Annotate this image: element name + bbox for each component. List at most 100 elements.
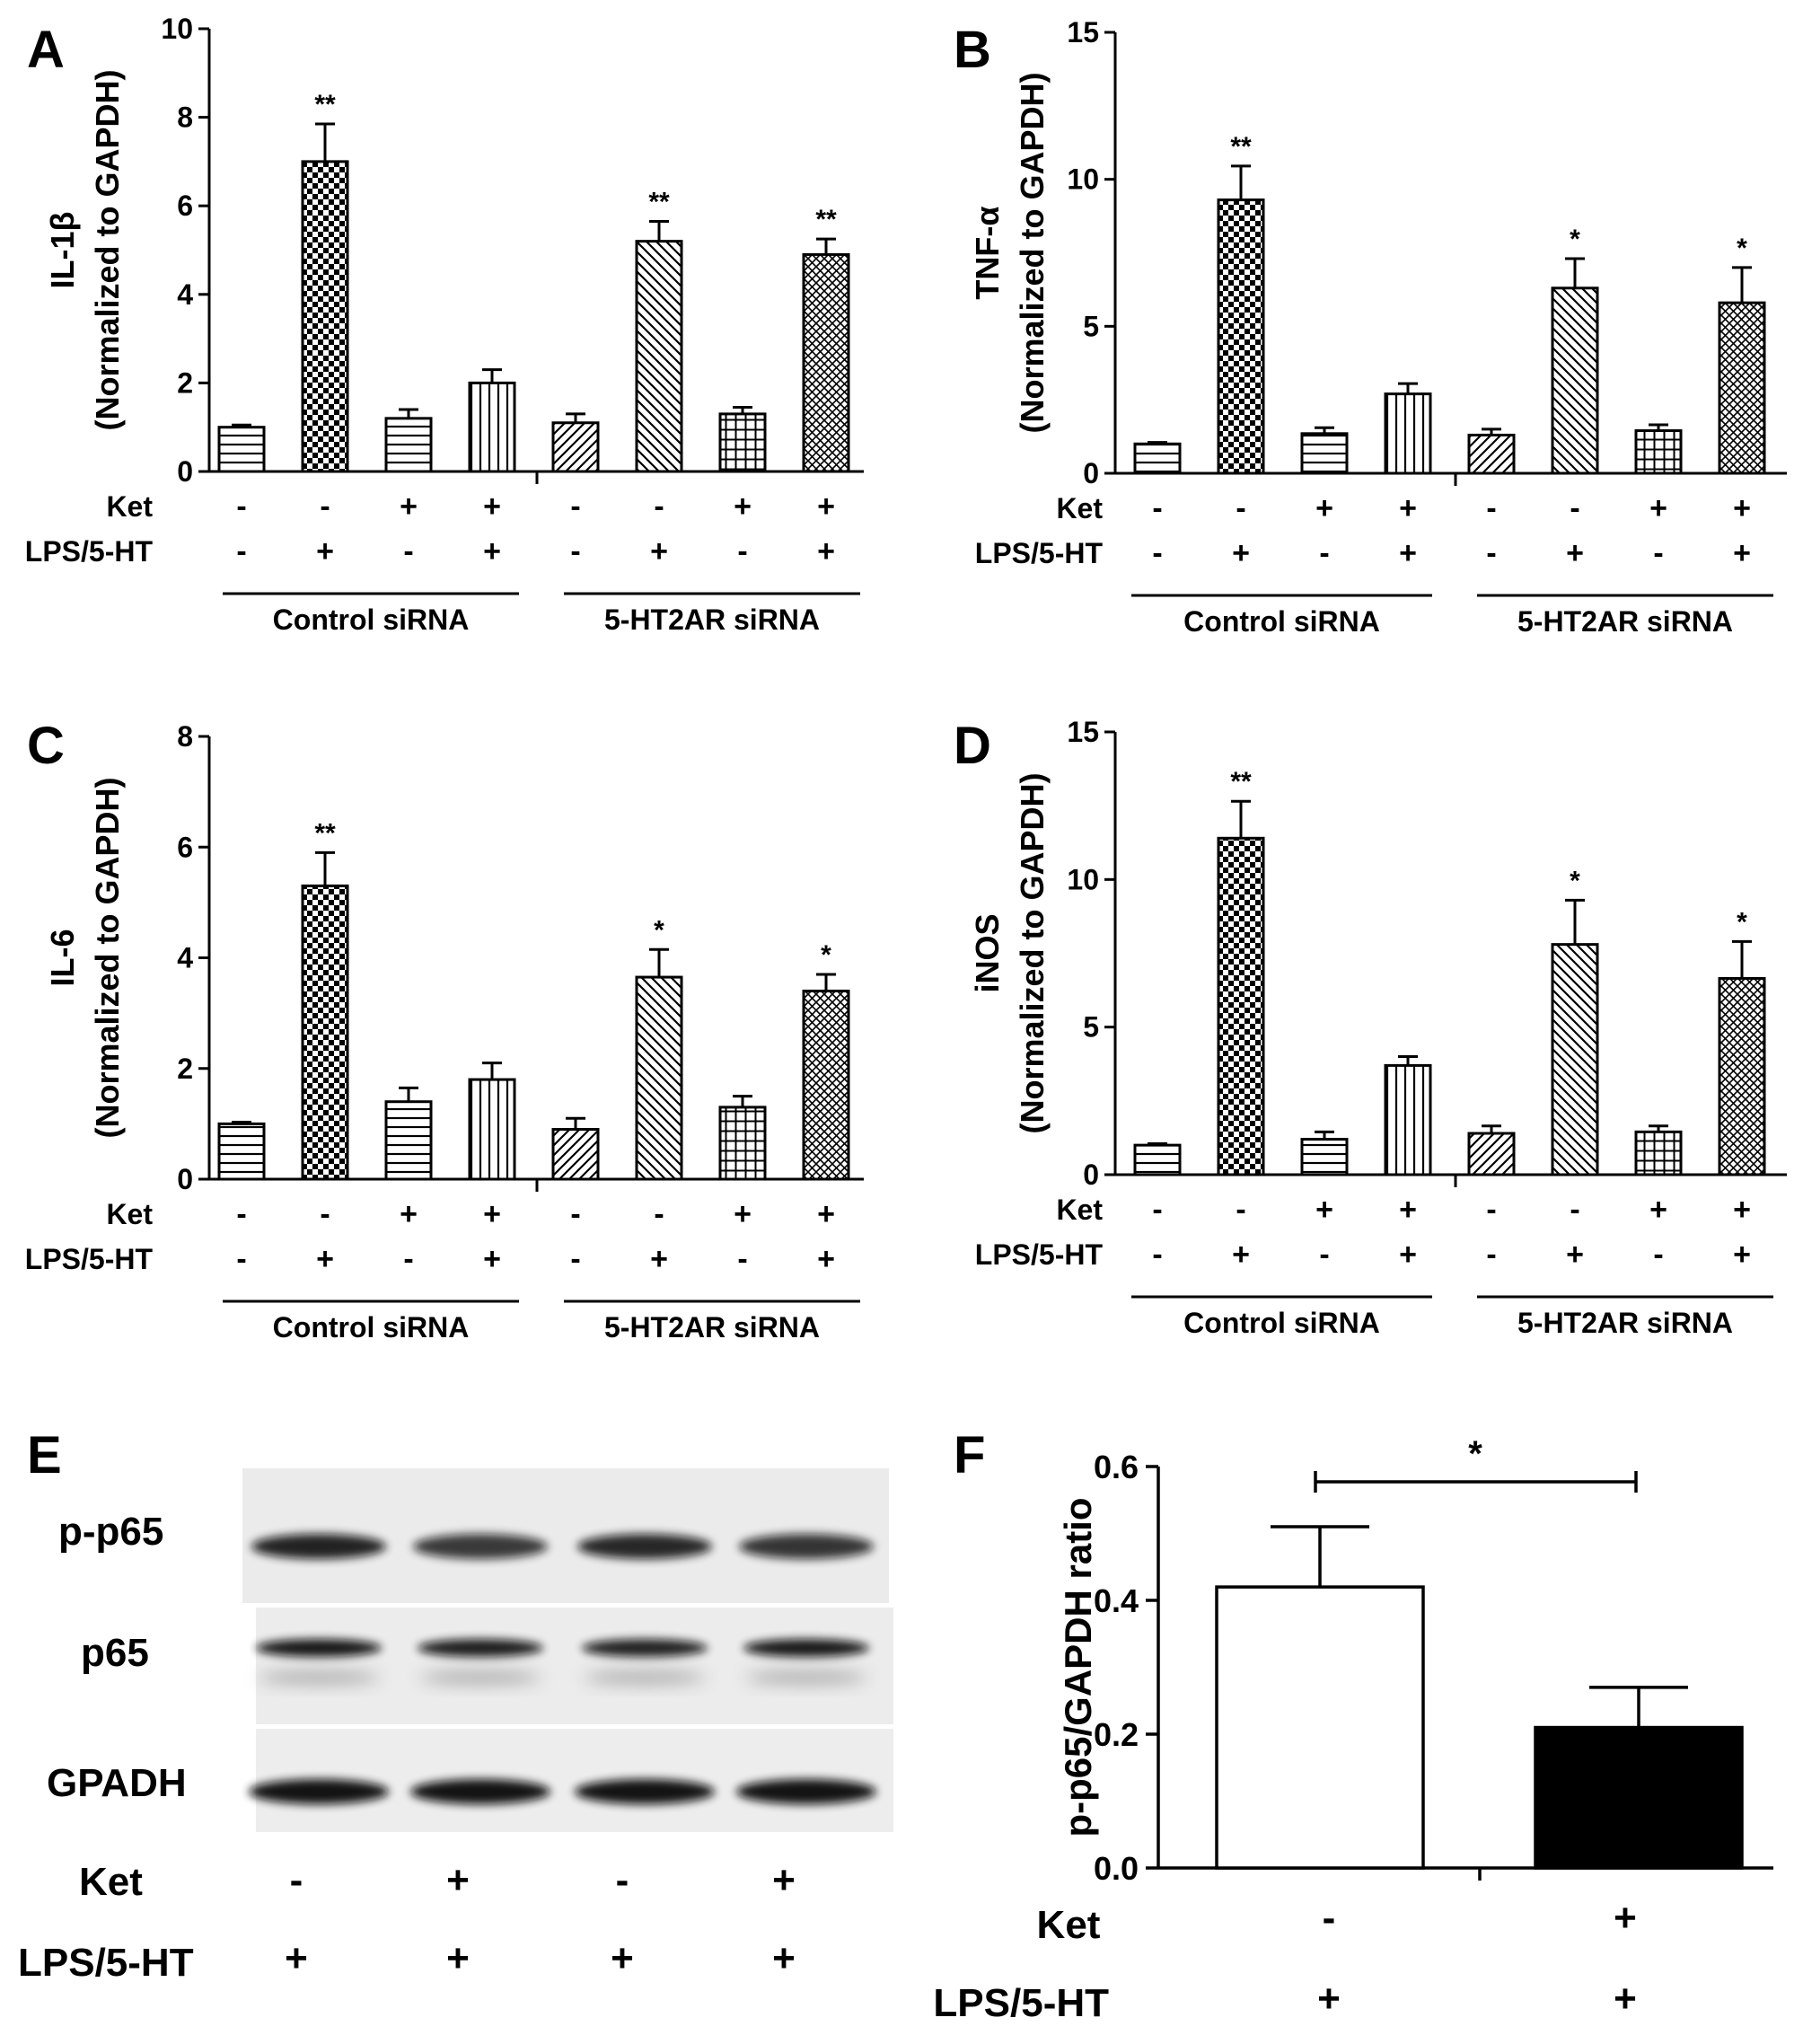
d-bar bbox=[1217, 836, 1265, 1176]
d-bar bbox=[1133, 1143, 1182, 1176]
f-bar bbox=[1215, 1585, 1425, 1870]
a-ylabel-unit: (Normalized to GAPDH) bbox=[89, 69, 126, 430]
a-significance: ** bbox=[815, 205, 837, 234]
d-ket-sign: + bbox=[1733, 1193, 1751, 1227]
f-significance: * bbox=[1468, 1434, 1482, 1474]
c-ket-sign: + bbox=[483, 1197, 501, 1231]
b-bar bbox=[1467, 433, 1516, 475]
blot-lps-label: LPS/5-HT bbox=[18, 1941, 194, 1985]
panel-letter-d: D bbox=[954, 717, 991, 775]
c-ket-sign: + bbox=[817, 1197, 835, 1231]
a-lps-sign: - bbox=[236, 534, 246, 568]
b-ket-sign: + bbox=[1399, 491, 1417, 525]
d-ket-sign: - bbox=[1570, 1193, 1579, 1227]
d-lps-sign: + bbox=[1566, 1238, 1584, 1272]
d-ytick-label: 0 bbox=[1083, 1159, 1099, 1191]
d-ylabel-marker: iNOS bbox=[969, 913, 1006, 992]
b-bar bbox=[1384, 392, 1432, 475]
c-ytick-label: 2 bbox=[177, 1053, 193, 1085]
c-ytick-label: 4 bbox=[177, 942, 193, 974]
d-significance: * bbox=[1737, 907, 1747, 937]
a-ket-sign: - bbox=[320, 489, 330, 524]
b-ket-label: Ket bbox=[1056, 492, 1103, 524]
band-p65-lower bbox=[745, 1671, 867, 1684]
blot-ket-label: Ket bbox=[79, 1860, 143, 1904]
d-ket-sign: - bbox=[1152, 1193, 1162, 1227]
panel-letter-b: B bbox=[954, 21, 991, 79]
a-significance: ** bbox=[314, 90, 336, 119]
b-bar bbox=[1718, 301, 1766, 475]
a-ytick-label: 10 bbox=[161, 13, 193, 45]
c-lps-sign: + bbox=[650, 1242, 668, 1276]
a-ytick-label: 8 bbox=[177, 101, 193, 134]
c-ytick-label: 6 bbox=[177, 831, 193, 863]
a-lps-sign: + bbox=[483, 534, 501, 568]
a-bar bbox=[384, 417, 433, 473]
c-ket-sign: - bbox=[236, 1197, 246, 1231]
a-ket-sign: - bbox=[236, 489, 246, 524]
b-group-label-knockdown: 5-HT2AR siRNA bbox=[1517, 605, 1733, 638]
d-significance: ** bbox=[1230, 767, 1252, 797]
a-bar bbox=[635, 240, 683, 473]
c-ytick-label: 8 bbox=[177, 720, 193, 753]
panel-letter-f: F bbox=[954, 1426, 985, 1485]
a-bar bbox=[551, 421, 600, 473]
d-lps-sign: - bbox=[1319, 1238, 1329, 1272]
d-bar bbox=[1634, 1130, 1683, 1176]
c-group-label-control: Control siRNA bbox=[273, 1311, 470, 1344]
blot-lps-sign: + bbox=[446, 1936, 470, 1980]
c-bar bbox=[718, 1106, 767, 1181]
b-significance: * bbox=[1570, 225, 1580, 254]
d-ytick-label: 15 bbox=[1067, 716, 1099, 748]
a-lps-label: LPS/5-HT bbox=[25, 535, 154, 568]
a-bar bbox=[802, 252, 850, 473]
a-ket-sign: + bbox=[817, 489, 835, 524]
band-p-p65 bbox=[251, 1534, 386, 1559]
b-group-label-control: Control siRNA bbox=[1183, 605, 1380, 638]
b-lps-label: LPS/5-HT bbox=[975, 537, 1104, 569]
b-ytick-label: 0 bbox=[1083, 457, 1099, 489]
band-gapdh bbox=[736, 1779, 876, 1804]
d-lps-sign: + bbox=[1399, 1238, 1417, 1272]
f-ket-sign: - bbox=[1323, 1896, 1336, 1940]
c-ket-label: Ket bbox=[106, 1198, 153, 1230]
d-ket-sign: + bbox=[1649, 1193, 1667, 1227]
c-group-label-knockdown: 5-HT2AR siRNA bbox=[604, 1311, 820, 1344]
d-lps-sign: + bbox=[1232, 1238, 1250, 1272]
a-ket-label: Ket bbox=[106, 490, 153, 523]
c-lps-label: LPS/5-HT bbox=[25, 1243, 154, 1275]
a-ytick-label: 2 bbox=[177, 366, 193, 399]
d-ytick-label: 10 bbox=[1067, 863, 1099, 895]
a-ytick-label: 4 bbox=[177, 278, 193, 311]
b-lps-sign: + bbox=[1399, 536, 1417, 570]
a-significance: ** bbox=[648, 187, 670, 216]
c-bar bbox=[468, 1078, 516, 1181]
d-group-label-knockdown: 5-HT2AR siRNA bbox=[1517, 1307, 1733, 1339]
b-ylabel-marker: TNF-α bbox=[969, 206, 1006, 299]
blot-ket-sign: + bbox=[446, 1858, 470, 1902]
b-bar bbox=[1300, 432, 1349, 475]
a-bar bbox=[718, 412, 767, 473]
c-significance: * bbox=[821, 940, 831, 970]
d-lps-sign: + bbox=[1733, 1238, 1751, 1272]
d-bar bbox=[1718, 976, 1766, 1176]
f-ylabel: p-p65/GAPDH ratio bbox=[1057, 1497, 1099, 1837]
band-label-gpadh: GPADH bbox=[47, 1761, 187, 1805]
band-p65-lower bbox=[584, 1671, 706, 1684]
b-lps-sign: - bbox=[1319, 536, 1329, 570]
a-lps-sign: + bbox=[650, 534, 668, 568]
d-group-label-control: Control siRNA bbox=[1183, 1307, 1380, 1339]
panel-a-il1b-chart: 0 2 4 6 8 10 IL-1β (Normalized to GAPDH) ** ** ** K… bbox=[25, 13, 864, 636]
c-ket-sign: + bbox=[734, 1197, 752, 1231]
band-p65 bbox=[582, 1639, 708, 1657]
a-ket-sign: + bbox=[483, 489, 501, 524]
b-ket-sign: - bbox=[1236, 491, 1245, 525]
blot-lps-sign: + bbox=[285, 1936, 308, 1980]
a-ytick-label: 0 bbox=[177, 455, 193, 488]
d-bar bbox=[1467, 1132, 1516, 1176]
b-significance: ** bbox=[1230, 132, 1252, 162]
c-significance: ** bbox=[314, 818, 336, 848]
